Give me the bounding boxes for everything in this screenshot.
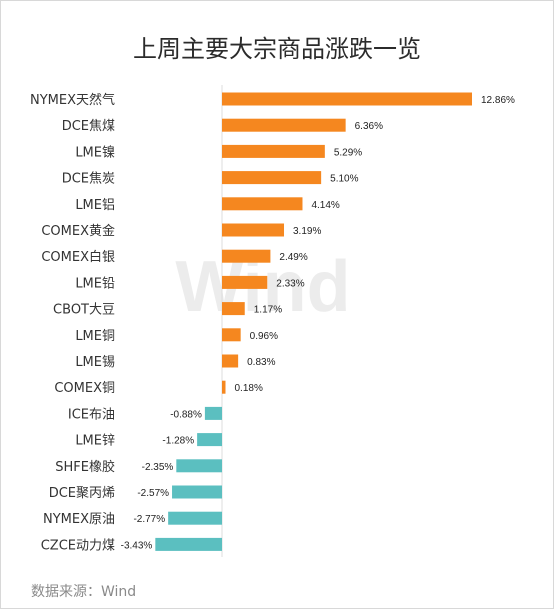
bar	[222, 354, 239, 368]
bar	[155, 537, 222, 551]
value-label: 1.17%	[254, 305, 282, 316]
bar	[176, 459, 222, 473]
bar	[222, 92, 472, 106]
value-label: -3.43%	[121, 540, 153, 551]
bar	[222, 171, 322, 185]
value-label: 0.96%	[250, 331, 278, 342]
value-label: -2.57%	[137, 488, 169, 499]
value-label: 4.14%	[311, 200, 339, 211]
category-label: LME铅	[75, 276, 115, 291]
bar-chart: Wind NYMEX天然气12.86%DCE焦煤6.36%LME镍5.29%DC…	[30, 85, 515, 557]
category-label: ICE布油	[68, 407, 115, 422]
bar	[172, 485, 222, 499]
category-label: LME镍	[75, 145, 115, 160]
bar	[222, 223, 285, 237]
category-label: DCE焦炭	[62, 172, 115, 187]
category-label: NYMEX天然气	[30, 92, 115, 108]
bar	[197, 433, 222, 447]
value-label: 6.36%	[355, 121, 383, 132]
chart-title: 上周主要大宗商品涨跌一览	[133, 35, 421, 63]
bar	[204, 406, 222, 420]
bar	[222, 197, 303, 211]
category-label: LME铝	[75, 198, 115, 213]
value-label: 2.49%	[279, 252, 307, 263]
value-label: 2.33%	[276, 278, 304, 289]
value-label: -2.35%	[142, 462, 174, 473]
category-label: COMEX铜	[54, 381, 115, 396]
category-label: COMEX黄金	[41, 223, 115, 239]
value-label: -0.88%	[170, 409, 202, 420]
bar	[222, 275, 268, 289]
category-label: LME锌	[75, 434, 115, 449]
category-label: DCE聚丙烯	[49, 486, 115, 501]
category-label: NYMEX原油	[43, 512, 115, 527]
bar	[222, 118, 346, 132]
value-label: 3.19%	[293, 226, 321, 237]
category-label: LME锡	[75, 355, 115, 370]
category-label: CZCE动力煤	[41, 538, 115, 553]
value-label: -1.28%	[162, 436, 194, 447]
value-label: 0.18%	[234, 383, 262, 394]
category-label: CBOT大豆	[53, 303, 115, 318]
value-label: 5.29%	[334, 147, 362, 158]
bar	[222, 328, 241, 342]
bar	[168, 511, 222, 525]
bar	[222, 249, 271, 263]
value-label: 5.10%	[330, 174, 358, 185]
category-label: DCE焦煤	[62, 119, 115, 134]
value-label: 0.83%	[247, 357, 275, 368]
bar	[222, 144, 325, 158]
category-label: SHFE橡胶	[55, 459, 115, 475]
value-label: -2.77%	[133, 514, 165, 525]
source-note: 数据来源：Wind	[31, 584, 137, 600]
category-label: COMEX白银	[41, 249, 115, 265]
bar	[222, 302, 245, 316]
category-label: LME铜	[75, 329, 115, 344]
bar	[222, 380, 226, 394]
value-label: 12.86%	[481, 95, 515, 106]
